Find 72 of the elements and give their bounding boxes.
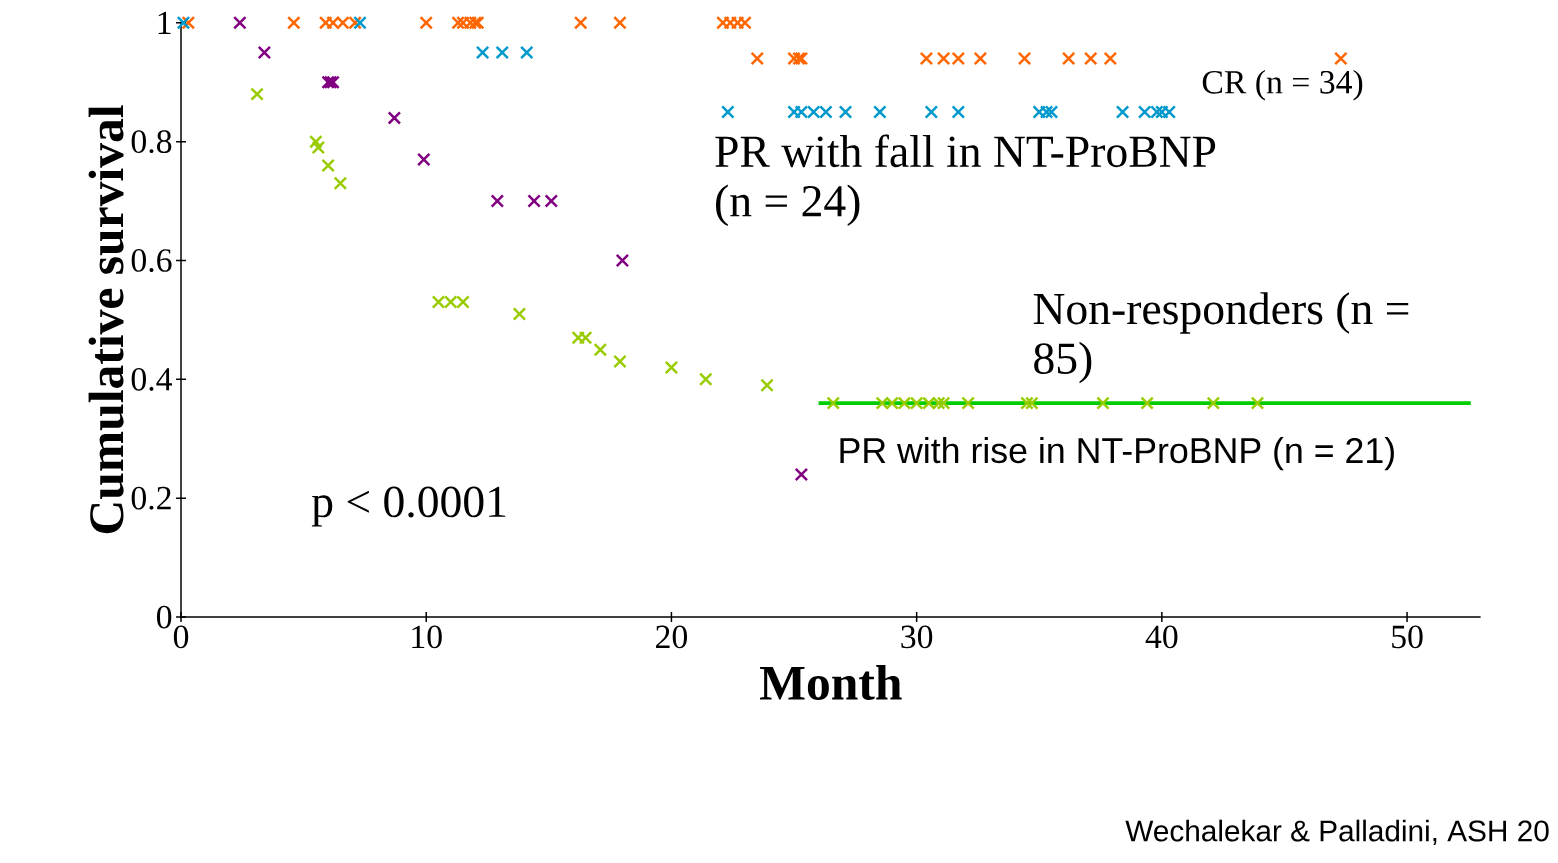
- point: [615, 253, 630, 268]
- point: [387, 110, 402, 125]
- point: [573, 15, 588, 30]
- y-tick-label: 0.6: [131, 249, 172, 272]
- point: [519, 45, 534, 60]
- point: [838, 105, 853, 119]
- point: [664, 360, 679, 375]
- point: [1083, 51, 1098, 66]
- text: Wechalekar & Palladini, ASH 20: [1125, 819, 1549, 845]
- point: [873, 105, 887, 119]
- y-tick-label: 0.8: [131, 130, 172, 154]
- point: [951, 105, 966, 119]
- point: [794, 467, 809, 482]
- point: [527, 194, 541, 208]
- point: [1115, 105, 1130, 119]
- point: [286, 15, 301, 30]
- series-label: PR with rise in NT-ProBNP (n = 21): [840, 436, 1394, 471]
- point: [1140, 396, 1154, 410]
- point: [311, 140, 326, 155]
- point: [475, 45, 490, 60]
- x-tick-label: 30: [901, 625, 933, 649]
- point: [1206, 396, 1221, 410]
- point: [1096, 396, 1110, 410]
- x-axis-title: Month: [760, 664, 902, 700]
- point: [750, 51, 765, 66]
- point: [416, 152, 431, 167]
- point: [250, 87, 264, 101]
- point: [826, 396, 841, 410]
- y-tick-label: 0.2: [131, 486, 171, 510]
- point: [181, 15, 196, 30]
- point: [1103, 51, 1118, 66]
- point: [353, 15, 367, 30]
- x-tick-label: 0: [173, 625, 189, 649]
- point: [698, 372, 713, 387]
- point: [176, 15, 191, 30]
- point: [233, 15, 247, 30]
- point: [309, 134, 323, 149]
- y-tick-label: 0.4: [131, 367, 173, 391]
- point: [257, 45, 272, 60]
- y-tick-label: 1: [158, 11, 171, 34]
- point: [321, 158, 335, 173]
- point: [919, 51, 934, 66]
- y-tick-label: 0: [156, 605, 172, 629]
- point: [419, 15, 434, 30]
- y-axis-title: Cumulative survival: [88, 105, 124, 534]
- point: [1020, 396, 1034, 410]
- point: [593, 342, 608, 357]
- x-tick-label: 20: [656, 625, 688, 649]
- point: [495, 45, 510, 60]
- point: [544, 194, 559, 208]
- point: [613, 354, 627, 369]
- series-label: Non-responders (n = 85): [1033, 292, 1409, 384]
- point: [1250, 396, 1265, 410]
- point: [1025, 396, 1039, 410]
- x-tick-label: 50: [1392, 625, 1423, 649]
- point: [512, 307, 527, 321]
- x-tick-label: 40: [1145, 625, 1178, 649]
- annotation: p < 0.0001: [311, 486, 506, 527]
- point: [924, 105, 939, 119]
- point: [720, 105, 735, 119]
- point: [760, 378, 774, 393]
- point: [961, 396, 975, 410]
- point: [613, 15, 627, 30]
- point: [1061, 51, 1076, 66]
- series-label: CR (n = 34): [1202, 69, 1363, 101]
- point: [333, 176, 348, 191]
- point: [490, 194, 505, 208]
- point: [973, 51, 988, 66]
- series-label: PR with fall in NT-ProBNP (n = 24): [715, 134, 1216, 226]
- x-tick-label: 10: [412, 625, 442, 649]
- point: [1333, 51, 1348, 66]
- point: [1017, 51, 1032, 66]
